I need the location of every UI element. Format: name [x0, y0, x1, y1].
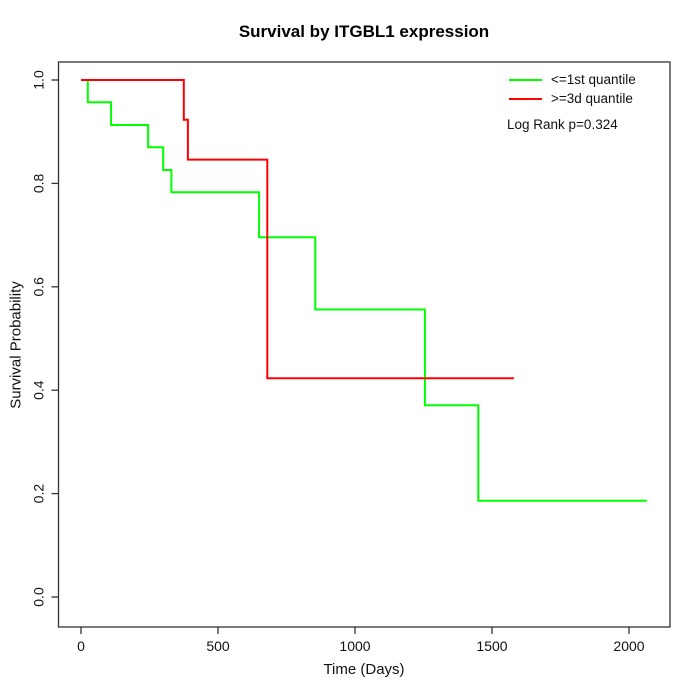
legend-label-first-quantile: <=1st quantile — [551, 72, 636, 87]
legend-line-green — [509, 78, 542, 81]
survival-curve-first-quantile — [81, 79, 647, 502]
y-tick-label: 0.0 — [31, 587, 47, 607]
legend-line-red — [509, 97, 542, 100]
y-tick-label: 0.8 — [31, 173, 47, 193]
legend: <=1st quantile >=3d quantile Log Rank p=… — [507, 70, 636, 132]
x-axis-label: Time (Days) — [323, 661, 405, 678]
plot-box — [57, 61, 671, 628]
legend-item-first-quantile: <=1st quantile — [509, 70, 636, 89]
legend-label-third-quantile: >=3d quantile — [551, 91, 633, 106]
x-tick-label: 1000 — [339, 638, 370, 654]
y-tick-label: 0.4 — [31, 380, 47, 400]
y-tick-label: 0.2 — [31, 484, 47, 504]
x-tick-label: 500 — [206, 638, 230, 654]
x-tick-label: 1500 — [476, 638, 507, 654]
x-tick-label: 0 — [77, 638, 85, 654]
x-tick-label: 2000 — [613, 638, 644, 654]
log-rank-annotation: Log Rank p=0.324 — [507, 117, 618, 132]
y-tick-label: 1.0 — [31, 70, 47, 90]
y-tick-label: 0.6 — [31, 277, 47, 297]
legend-item-third-quantile: >=3d quantile — [509, 89, 636, 108]
y-axis-label: Survival Probability — [7, 281, 25, 409]
survival-curve-third-quantile — [81, 79, 514, 380]
chart-title: Survival by ITGBL1 expression — [238, 22, 490, 41]
